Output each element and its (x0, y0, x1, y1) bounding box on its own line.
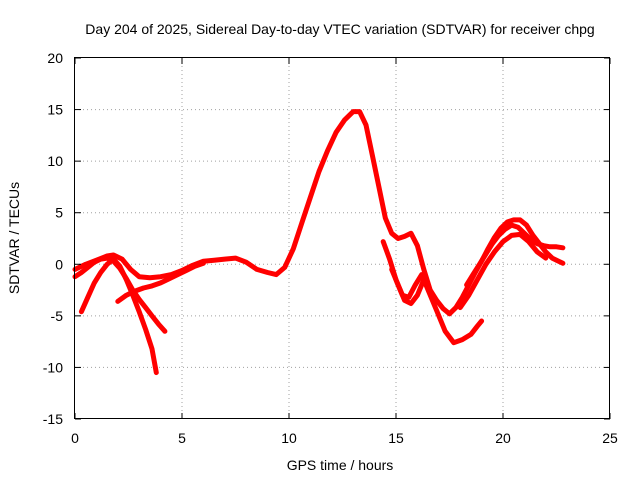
y-tick-label: 5 (55, 205, 63, 221)
series-left-branch-c (115, 260, 206, 304)
x-tick-labels: 0 5 10 15 20 25 (71, 430, 618, 446)
y-tick-label: 10 (47, 153, 63, 169)
y-tick-label: -15 (43, 411, 63, 427)
y-tick-label: -10 (43, 359, 63, 375)
series-post-peak-branch-b (389, 266, 427, 306)
axis-ticks (74, 57, 611, 420)
data-series-group (72, 109, 566, 376)
plot-frame (74, 57, 610, 419)
x-tick-label: 10 (281, 430, 297, 446)
y-tick-label: 15 (47, 102, 63, 118)
x-tick-label: 5 (178, 430, 186, 446)
y-tick-label: 20 (47, 50, 63, 66)
series-evening-branch-b (457, 231, 549, 311)
x-axis-label: GPS time / hours (287, 457, 394, 473)
x-tick-label: 0 (71, 430, 79, 446)
series-left-branch-b (72, 255, 168, 334)
y-tick-label: 0 (55, 256, 63, 272)
y-tick-label: -5 (51, 308, 64, 324)
series-evening-branch (464, 222, 566, 288)
y-tick-labels: -15 -10 -5 0 5 10 15 20 (43, 50, 63, 427)
chart-title: Day 204 of 2025, Sidereal Day-to-day VTE… (85, 21, 594, 37)
x-tick-label: 25 (602, 430, 618, 446)
y-axis-label: SDTVAR / TECUs (6, 182, 22, 294)
x-tick-label: 15 (388, 430, 404, 446)
x-tick-label: 20 (495, 430, 511, 446)
series-main-trace (72, 109, 566, 317)
